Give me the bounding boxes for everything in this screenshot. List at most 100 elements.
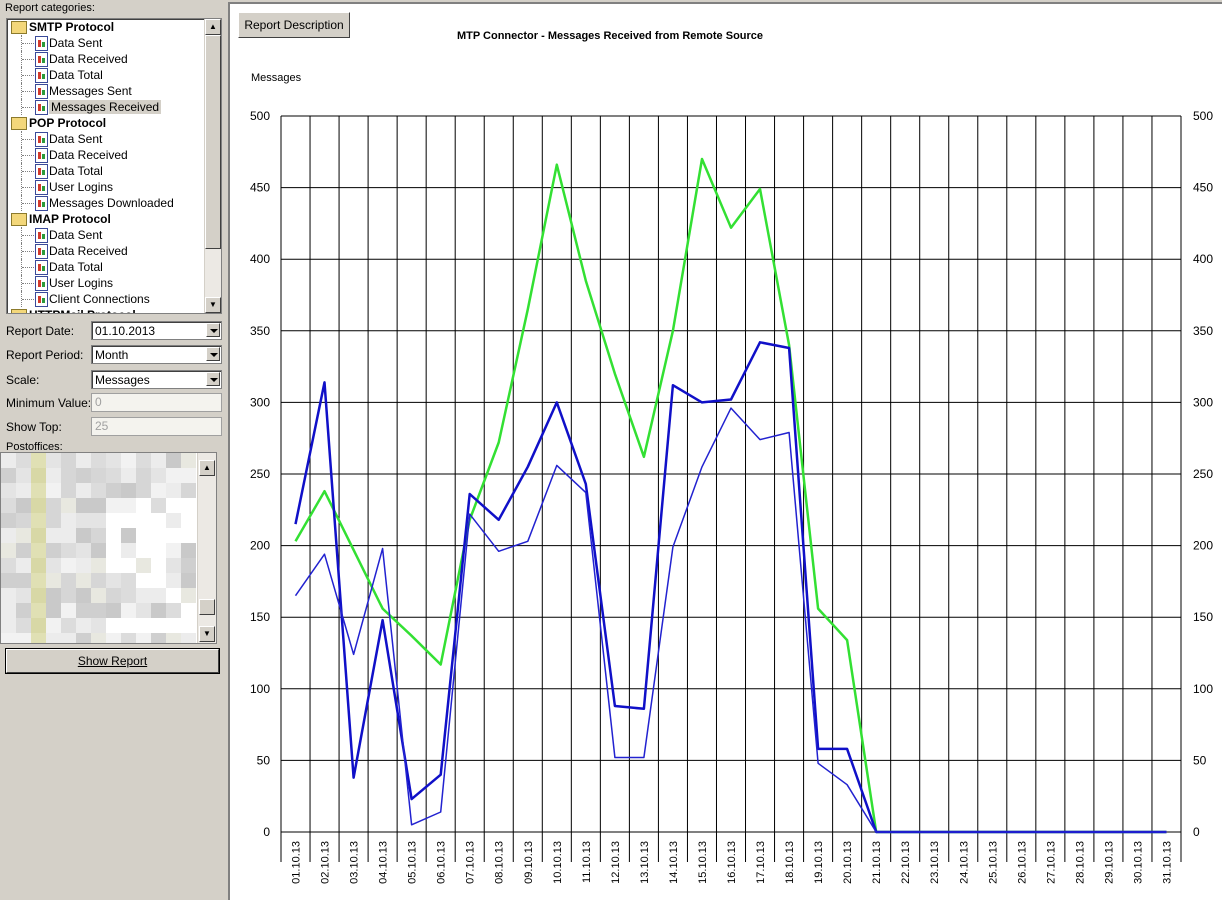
x-tick-label: 28.10.13: [1074, 841, 1086, 884]
sidebar: Report categories: SMTP Protocol Data Sen…: [0, 0, 228, 900]
obscured-postoffice-block: [91, 618, 106, 633]
obscured-postoffice-block: [16, 618, 31, 633]
obscured-postoffice-block: [1, 618, 16, 633]
x-tick-label: 09.10.13: [523, 841, 535, 884]
tree-connector: [22, 299, 34, 300]
obscured-postoffice-block: [46, 618, 61, 633]
y-tick-label: 300: [250, 395, 270, 409]
show-top-field[interactable]: [91, 417, 222, 436]
obscured-postoffice-block: [136, 513, 151, 528]
obscured-postoffice-block: [31, 498, 46, 513]
tree-group[interactable]: SMTP Protocol: [7, 19, 205, 35]
tree-connector: [21, 51, 23, 67]
dropdown-arrow-icon[interactable]: [206, 372, 220, 386]
obscured-postoffice-block: [121, 618, 136, 633]
tree-item[interactable]: Client Connections: [7, 291, 205, 307]
tree-group[interactable]: POP Protocol: [7, 115, 205, 131]
obscured-postoffice-block: [91, 468, 106, 483]
tree-scrollbar[interactable]: ▲ ▼: [204, 19, 221, 313]
x-tick-label: 24.10.13: [958, 841, 970, 884]
obscured-postoffice-block: [31, 513, 46, 528]
scroll-up-icon[interactable]: ▲: [205, 19, 221, 35]
x-tick-label: 04.10.13: [378, 841, 390, 884]
scroll-thumb[interactable]: [199, 599, 215, 615]
tree-connector: [21, 179, 23, 195]
obscured-postoffice-block: [106, 573, 121, 588]
tree-item[interactable]: Data Total: [7, 67, 205, 83]
tree-connector: [21, 243, 23, 259]
x-tick-label: 30.10.13: [1132, 841, 1144, 884]
tree-item[interactable]: User Logins: [7, 179, 205, 195]
tree-item[interactable]: Messages Downloaded: [7, 195, 205, 211]
report-icon: [35, 276, 48, 291]
obscured-postoffice-block: [151, 513, 166, 528]
obscured-postoffice-block: [136, 633, 151, 643]
y-tick-label: 50: [257, 753, 271, 767]
tree-item-label: Data Total: [49, 260, 103, 274]
postoffices-label: Postoffices:: [6, 441, 63, 453]
scroll-thumb[interactable]: [205, 35, 221, 249]
obscured-postoffice-block: [136, 453, 151, 468]
x-tick-label: 03.10.13: [349, 841, 361, 884]
tree-group[interactable]: HTTPMail Protocol: [7, 307, 205, 313]
tree-item[interactable]: Data Total: [7, 259, 205, 275]
obscured-postoffice-block: [31, 483, 46, 498]
tree-item[interactable]: Messages Sent: [7, 83, 205, 99]
obscured-postoffice-block: [106, 483, 121, 498]
tree-item[interactable]: Data Total: [7, 163, 205, 179]
report-description-button[interactable]: Report Description: [238, 12, 350, 38]
minimum-value-field[interactable]: [91, 393, 222, 412]
minimum-value-input[interactable]: [92, 394, 215, 409]
report-icon: [35, 52, 48, 67]
tree-item[interactable]: Data Received: [7, 243, 205, 259]
tree-connector: [22, 251, 34, 252]
tree-item[interactable]: User Logins: [7, 275, 205, 291]
report-icon: [35, 164, 48, 179]
y-tick-label-right: 100: [1193, 682, 1213, 696]
tree-connector: [21, 99, 23, 115]
tree-connector: [21, 131, 23, 147]
obscured-postoffice-block: [136, 468, 151, 483]
obscured-postoffice-block: [1, 453, 16, 468]
report-period-select[interactable]: Month: [91, 345, 222, 364]
tree-item[interactable]: Data Sent: [7, 35, 205, 51]
scroll-up-icon[interactable]: ▲: [199, 460, 215, 476]
scroll-down-icon[interactable]: ▼: [199, 626, 215, 642]
tree-item-label: Messages Received: [49, 100, 162, 114]
obscured-postoffice-block: [181, 633, 196, 643]
report-date-select[interactable]: 01.10.2013: [91, 321, 222, 340]
tree-item[interactable]: Data Received: [7, 51, 205, 67]
obscured-postoffice-block: [16, 498, 31, 513]
show-report-button[interactable]: Show Report: [6, 649, 219, 673]
tree-item[interactable]: Data Sent: [7, 131, 205, 147]
scale-select[interactable]: Messages: [91, 370, 222, 389]
show-top-input[interactable]: [92, 418, 215, 433]
obscured-postoffice-block: [46, 558, 61, 573]
obscured-postoffice-block: [61, 528, 76, 543]
obscured-postoffice-block: [76, 483, 91, 498]
tree-connector: [22, 155, 34, 156]
tree-connector: [22, 235, 34, 236]
scroll-down-icon[interactable]: ▼: [205, 297, 221, 313]
obscured-postoffice-block: [136, 483, 151, 498]
obscured-postoffice-block: [166, 543, 181, 558]
tree-item[interactable]: Data Received: [7, 147, 205, 163]
obscured-postoffice-block: [151, 633, 166, 643]
show-report-label: Show Report: [77, 654, 148, 668]
tree-connector: [21, 291, 23, 307]
dropdown-arrow-icon[interactable]: [206, 347, 220, 361]
x-tick-label: 25.10.13: [987, 841, 999, 884]
report-icon: [35, 148, 48, 163]
report-category-tree[interactable]: SMTP Protocol Data Sent Data Received Data …: [6, 18, 222, 314]
y-tick-label: 350: [250, 324, 270, 338]
tree-group[interactable]: IMAP Protocol: [7, 211, 205, 227]
report-date-row: Report Date: 01.10.2013: [6, 321, 222, 341]
postoffices-list[interactable]: ▲ ▼: [0, 452, 217, 644]
tree-item[interactable]: Data Sent: [7, 227, 205, 243]
tree-connector: [22, 187, 34, 188]
obscured-postoffice-block: [31, 468, 46, 483]
obscured-postoffice-block: [166, 573, 181, 588]
postoffices-scrollbar[interactable]: ▲ ▼: [197, 453, 216, 643]
tree-item[interactable]: Messages Received: [7, 99, 205, 115]
dropdown-arrow-icon[interactable]: [206, 323, 220, 337]
